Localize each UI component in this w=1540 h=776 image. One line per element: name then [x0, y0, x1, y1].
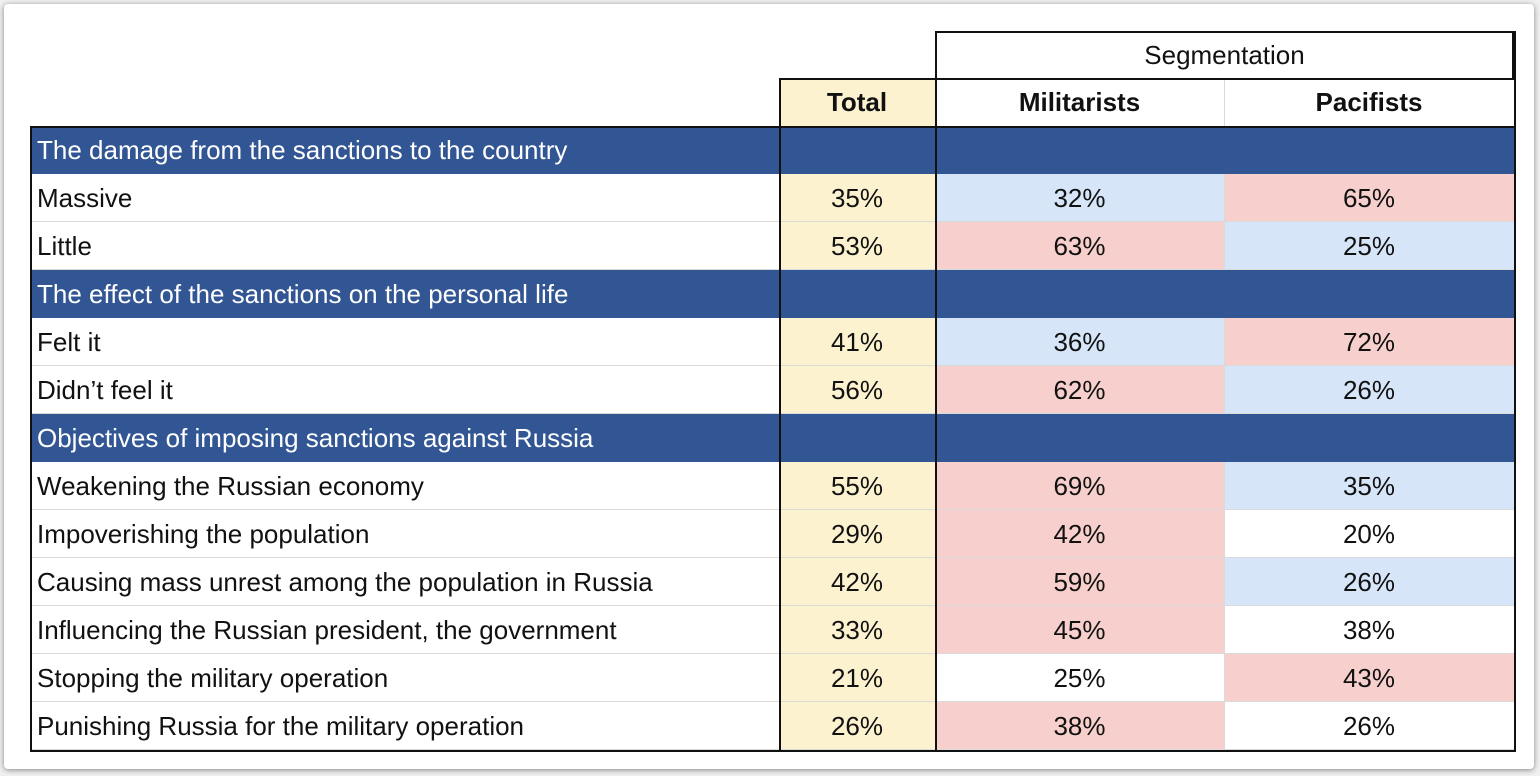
- column-divider: [1224, 606, 1225, 654]
- row-label: Causing mass unrest among the population…: [30, 558, 779, 606]
- table-left-border: [30, 126, 32, 750]
- cell-militarists: 45%: [935, 606, 1224, 654]
- cell-militarists: 69%: [935, 462, 1224, 510]
- cell-militarists: 38%: [935, 702, 1224, 750]
- row-divider: [30, 413, 1514, 414]
- section-header-row: The effect of the sanctions on the perso…: [30, 270, 1514, 318]
- cell-pacifists: 25%: [1224, 222, 1514, 270]
- column-divider: [1224, 510, 1225, 558]
- table-right-border: [1514, 31, 1516, 752]
- row-divider: [30, 365, 1514, 366]
- cell-militarists: 25%: [935, 654, 1224, 702]
- cell-total: 33%: [779, 606, 935, 654]
- row-divider: [30, 749, 1514, 750]
- row-divider: [30, 653, 1514, 654]
- row-label: Impoverishing the population: [30, 510, 779, 558]
- cell-pacifists: 35%: [1224, 462, 1514, 510]
- cell-militarists: 42%: [935, 510, 1224, 558]
- header-divider: [1224, 78, 1225, 126]
- cell-total: 21%: [779, 654, 935, 702]
- row-divider: [30, 701, 1514, 702]
- cell-total: 56%: [779, 366, 935, 414]
- cell-pacifists: 43%: [1224, 654, 1514, 702]
- cell-total: 26%: [779, 702, 935, 750]
- row-divider: [30, 557, 1514, 558]
- row-divider: [30, 509, 1514, 510]
- cell-pacifists: 26%: [1224, 366, 1514, 414]
- row-label: Felt it: [30, 318, 779, 366]
- column-divider: [1224, 222, 1225, 270]
- cell-pacifists: 20%: [1224, 510, 1514, 558]
- row-divider: [30, 221, 1514, 222]
- segmentation-header: Segmentation: [935, 31, 1514, 78]
- total-right-border: [935, 78, 937, 750]
- cell-total: 35%: [779, 174, 935, 222]
- header-bottom-border: [30, 126, 1516, 128]
- column-header-pacifists: Pacifists: [1224, 78, 1514, 126]
- cell-pacifists: 26%: [1224, 702, 1514, 750]
- cell-militarists: 59%: [935, 558, 1224, 606]
- row-label: Punishing Russia for the military operat…: [30, 702, 779, 750]
- cell-militarists: 32%: [935, 174, 1224, 222]
- column-divider: [1224, 174, 1225, 222]
- row-label: Weakening the Russian economy: [30, 462, 779, 510]
- column-header-total: Total: [779, 78, 935, 126]
- cell-total: 29%: [779, 510, 935, 558]
- column-divider: [1224, 654, 1225, 702]
- row-divider: [30, 605, 1514, 606]
- table-bottom-border: [30, 750, 1516, 752]
- cell-pacifists: 38%: [1224, 606, 1514, 654]
- cell-militarists: 62%: [935, 366, 1224, 414]
- column-divider: [1224, 558, 1225, 606]
- row-label: Stopping the military operation: [30, 654, 779, 702]
- section-header-row: Objectives of imposing sanctions against…: [30, 414, 1514, 462]
- cell-total: 55%: [779, 462, 935, 510]
- column-divider: [1224, 318, 1225, 366]
- column-header-militarists: Militarists: [935, 78, 1224, 126]
- row-label: Little: [30, 222, 779, 270]
- cell-militarists: 36%: [935, 318, 1224, 366]
- cell-total: 41%: [779, 318, 935, 366]
- header-top-border: [779, 78, 1514, 80]
- column-divider: [1224, 702, 1225, 750]
- row-label: Didn’t feel it: [30, 366, 779, 414]
- table-card: Segmentation Total Militarists Pacifists The…: [4, 4, 1534, 769]
- cell-total: 53%: [779, 222, 935, 270]
- row-label: Influencing the Russian president, the g…: [30, 606, 779, 654]
- cell-pacifists: 26%: [1224, 558, 1514, 606]
- total-left-border: [779, 78, 781, 750]
- cell-militarists: 63%: [935, 222, 1224, 270]
- column-divider: [1224, 366, 1225, 414]
- section-header-row: The damage from the sanctions to the cou…: [30, 126, 1514, 174]
- row-label: Massive: [30, 174, 779, 222]
- cell-pacifists: 65%: [1224, 174, 1514, 222]
- cell-pacifists: 72%: [1224, 318, 1514, 366]
- column-divider: [1224, 462, 1225, 510]
- cell-total: 42%: [779, 558, 935, 606]
- row-divider: [30, 269, 1514, 270]
